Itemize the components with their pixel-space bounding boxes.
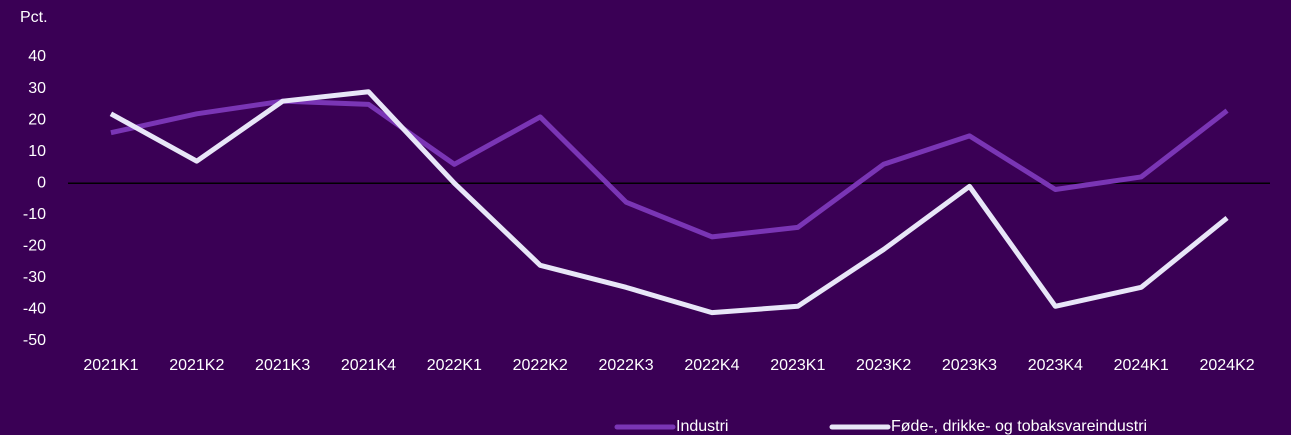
x-tick-label: 2022K3 [598, 357, 653, 374]
y-tick-label: -30 [23, 269, 46, 286]
x-tick-label: 2021K3 [255, 357, 310, 374]
series-line [109, 89, 1229, 316]
y-tick-label: 0 [37, 174, 46, 191]
legend-label: Føde-, drikke- og tobaksvareindustri [891, 418, 1147, 435]
x-tick-label: 2023K1 [770, 357, 825, 374]
x-tick-label: 2022K4 [684, 357, 739, 374]
x-tick-label: 2023K4 [1028, 357, 1083, 374]
x-tick-label: 2022K1 [427, 357, 482, 374]
x-tick-label: 2024K1 [1114, 357, 1169, 374]
y-tick-label: 40 [28, 48, 46, 65]
y-tick-label: 20 [28, 111, 46, 128]
y-tick-label: -40 [23, 301, 46, 318]
y-axis-label: Pct. [20, 9, 48, 26]
x-tick-label: 2023K2 [856, 357, 911, 374]
y-tick-label: -50 [23, 332, 46, 349]
legend-label: Industri [676, 418, 728, 435]
x-tick-label: 2022K2 [513, 357, 568, 374]
x-tick-label: 2023K3 [942, 357, 997, 374]
y-tick-label: -20 [23, 238, 46, 255]
y-tick-label: -10 [23, 206, 46, 223]
x-tick-label: 2021K4 [341, 357, 396, 374]
y-tick-label: 10 [28, 143, 46, 160]
y-tick-label: 30 [28, 80, 46, 97]
x-tick-label: 2024K2 [1199, 357, 1254, 374]
x-tick-label: 2021K2 [169, 357, 224, 374]
x-tick-label: 2021K1 [83, 357, 138, 374]
